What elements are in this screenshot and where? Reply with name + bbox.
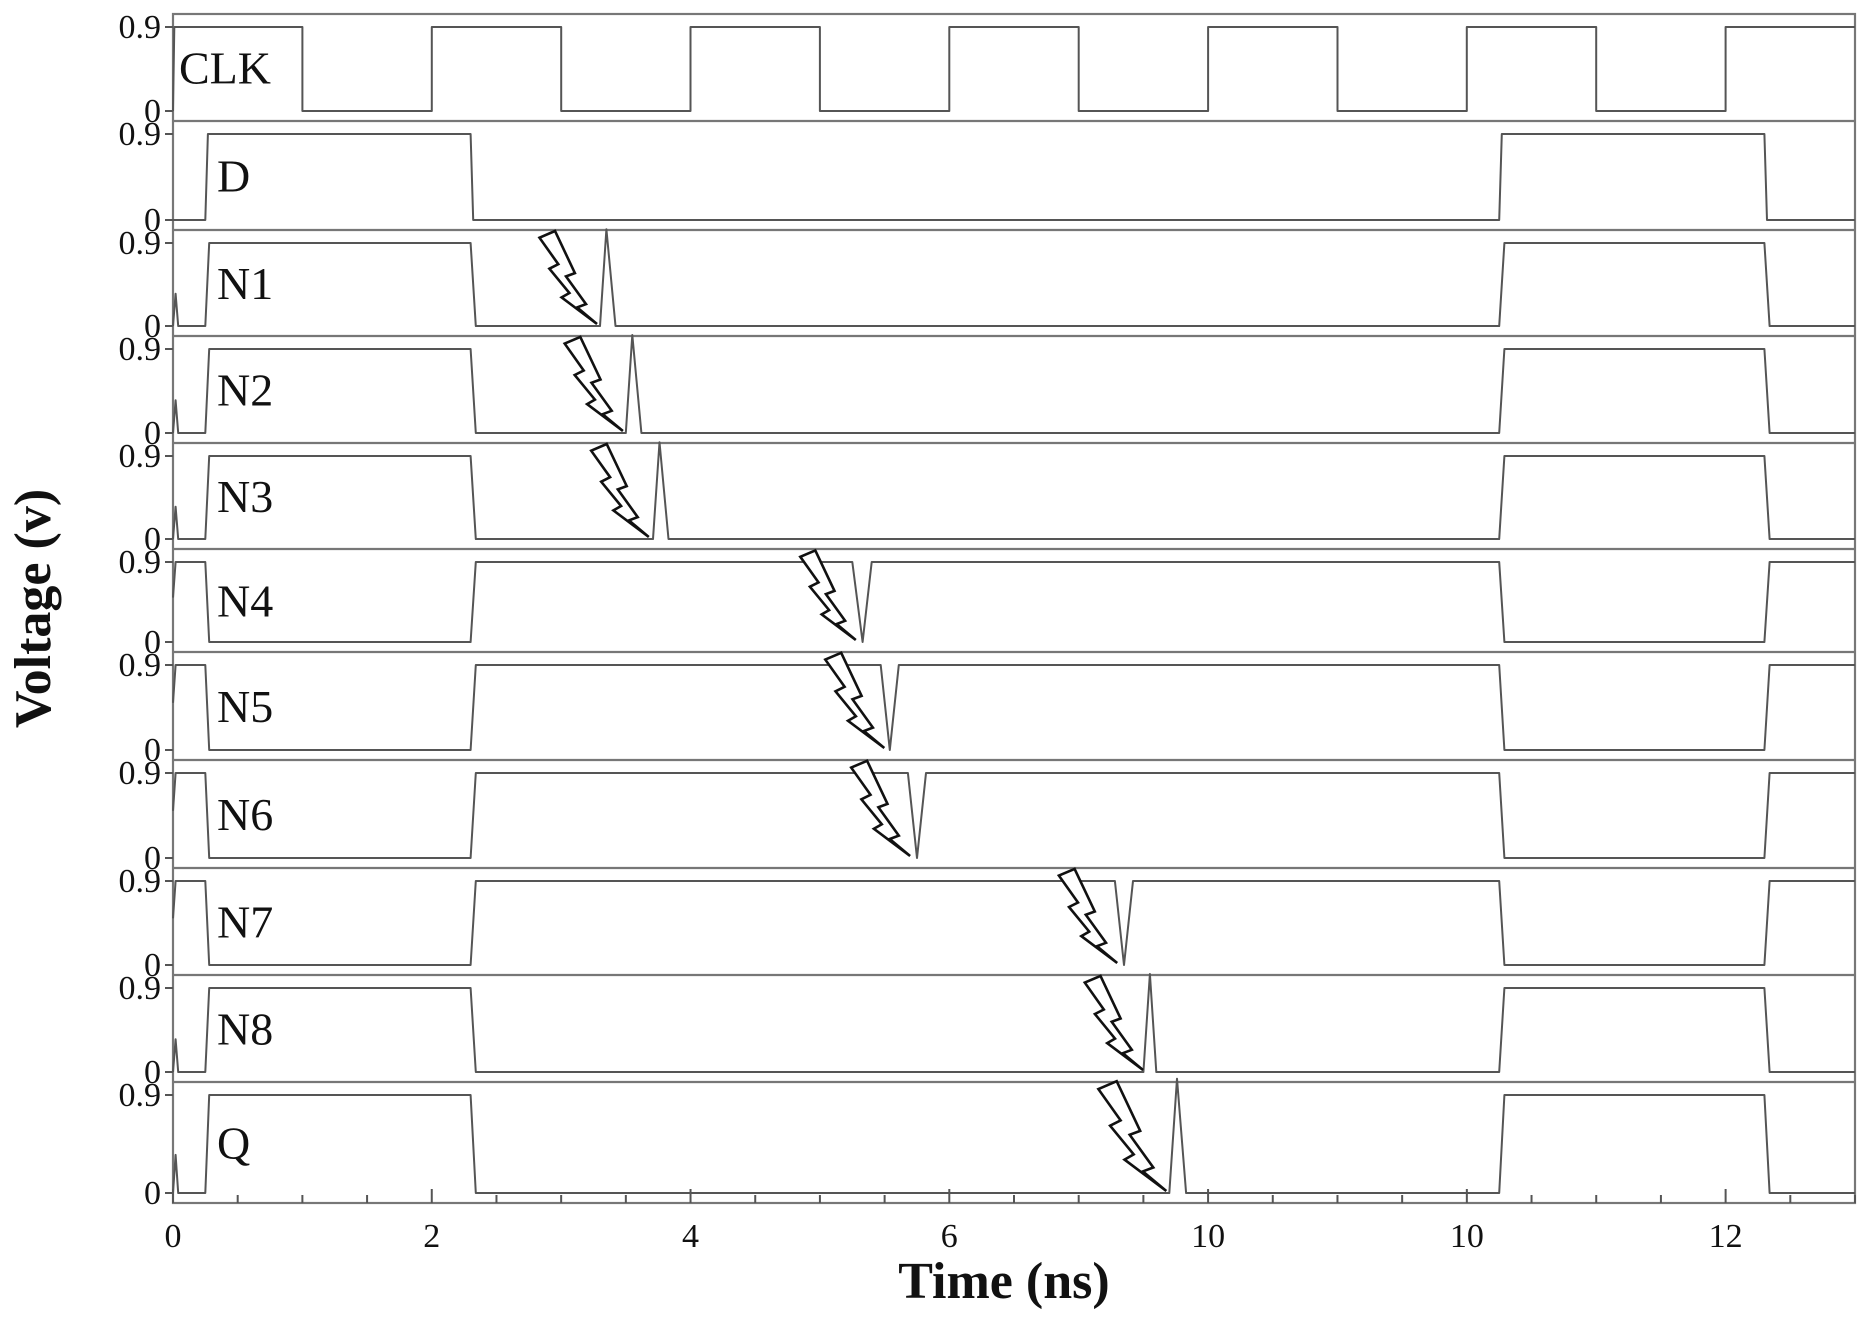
fault-strike-icon (1082, 974, 1144, 1072)
trace-n1 (172, 228, 1855, 327)
y-tick-label: 0 (144, 308, 161, 345)
y-tick-label: 0 (144, 840, 161, 877)
x-tick-label: 4 (682, 1218, 699, 1255)
trace-n5 (172, 664, 1855, 751)
series-label-clk: CLK (179, 43, 271, 94)
series-label-n8: N8 (217, 1004, 273, 1055)
series-label-n2: N2 (217, 365, 273, 416)
series-label-n3: N3 (217, 471, 273, 522)
y-tick-label: 0.9 (119, 331, 162, 368)
fault-strike-icon (849, 759, 911, 858)
y-tick-label: 0 (144, 202, 161, 239)
y-tick-label: 0.9 (119, 544, 162, 581)
trace-n4 (172, 561, 1855, 643)
y-tick-label: 0 (144, 93, 161, 130)
trace-n3 (172, 441, 1855, 540)
series-label-n7: N7 (217, 897, 273, 948)
series-label-d: D (217, 151, 250, 202)
fault-strike-icon (798, 548, 857, 642)
y-tick-label: 0.9 (119, 863, 162, 900)
y-tick-label: 0.9 (119, 116, 162, 153)
fault-strike-icon (562, 335, 624, 433)
fault-strike-icon (589, 442, 650, 539)
series-label-n5: N5 (217, 681, 273, 732)
series-label-q: Q (217, 1118, 250, 1169)
y-tick-label: 0 (144, 947, 161, 984)
y-tick-label: 0.9 (119, 9, 162, 46)
y-tick-label: 0 (144, 521, 161, 558)
x-tick-label: 10 (1450, 1218, 1484, 1255)
fault-strike-icon (1096, 1079, 1168, 1193)
trace-q (172, 1077, 1855, 1194)
y-tick-label: 0 (144, 1054, 161, 1091)
y-tick-label: 0.9 (119, 1077, 162, 1114)
y-axis-title: Voltage (v) (5, 489, 62, 728)
fault-strike-icon (823, 651, 886, 750)
trace-n7 (172, 880, 1855, 966)
fault-strike-icon (537, 229, 598, 326)
x-tick-label: 6 (941, 1218, 958, 1255)
trace-n8 (172, 973, 1855, 1073)
x-tick-label: 2 (423, 1218, 440, 1255)
series-label-n1: N1 (217, 258, 273, 309)
trace-d (173, 133, 1855, 221)
x-tick-label: 10 (1191, 1218, 1225, 1255)
y-tick-label: 0 (144, 415, 161, 452)
y-tick-label: 0.9 (119, 225, 162, 262)
x-tick-label: 12 (1709, 1218, 1743, 1255)
x-tick-label: 0 (165, 1218, 182, 1255)
x-axis-title: Time (ns) (898, 1253, 1109, 1310)
y-tick-label: 0.9 (119, 647, 162, 684)
y-tick-label: 0.9 (119, 755, 162, 792)
plot-frame (171, 12, 1857, 1205)
y-tick-label: 0 (144, 624, 161, 661)
series-label-n6: N6 (217, 789, 273, 840)
y-tick-label: 0.9 (119, 970, 162, 1007)
series-label-n4: N4 (217, 576, 273, 627)
fault-strike-icon (1056, 867, 1119, 965)
y-tick-label: 0 (144, 732, 161, 769)
y-tick-label: 0 (144, 1175, 161, 1212)
trace-n6 (172, 772, 1855, 859)
y-tick-label: 0.9 (119, 438, 162, 475)
trace-n2 (172, 334, 1855, 434)
trace-clk (172, 26, 1855, 112)
